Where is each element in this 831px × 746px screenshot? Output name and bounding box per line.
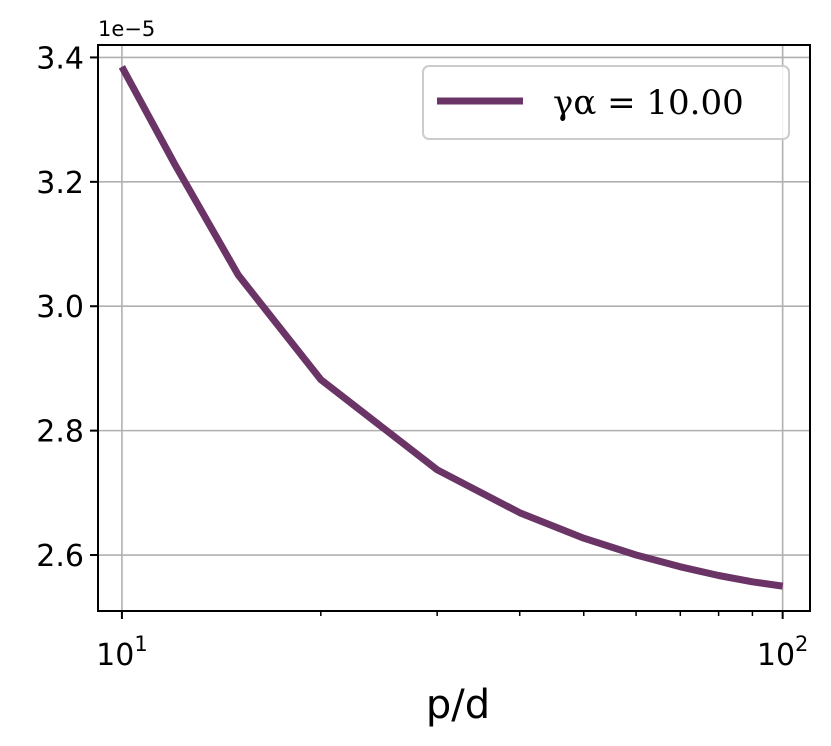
legend-box — [422, 65, 790, 140]
y-tick-label: 3.4 — [36, 41, 84, 76]
series-layer — [118, 65, 784, 590]
x-tick-exponent: 2 — [795, 632, 808, 656]
y-tick-label: 2.8 — [36, 415, 84, 450]
x-tick-base: 10 — [96, 638, 134, 673]
plot-frame — [97, 44, 811, 612]
y-tick-label: 2.6 — [36, 539, 84, 574]
legend-label: γα = 10.00 — [553, 83, 744, 123]
series-line — [118, 65, 784, 590]
y-tick-label: 3.0 — [36, 290, 84, 325]
legend: γα = 10.00 — [422, 65, 790, 140]
x-tick-exponent: 1 — [134, 632, 147, 656]
x-axis-ticks: 101 102 — [96, 611, 808, 673]
x-tick-label: 101 — [96, 632, 148, 673]
y-offset-label: 1e−5 — [98, 17, 155, 41]
x-axis-label: p/d — [426, 682, 490, 728]
y-tick-label: 3.2 — [36, 166, 84, 201]
x-tick-label: 102 — [757, 632, 809, 673]
y-axis-ticks: 2.6 2.8 3.0 3.2 3.4 — [36, 41, 98, 574]
x-tick-base: 10 — [757, 638, 795, 673]
